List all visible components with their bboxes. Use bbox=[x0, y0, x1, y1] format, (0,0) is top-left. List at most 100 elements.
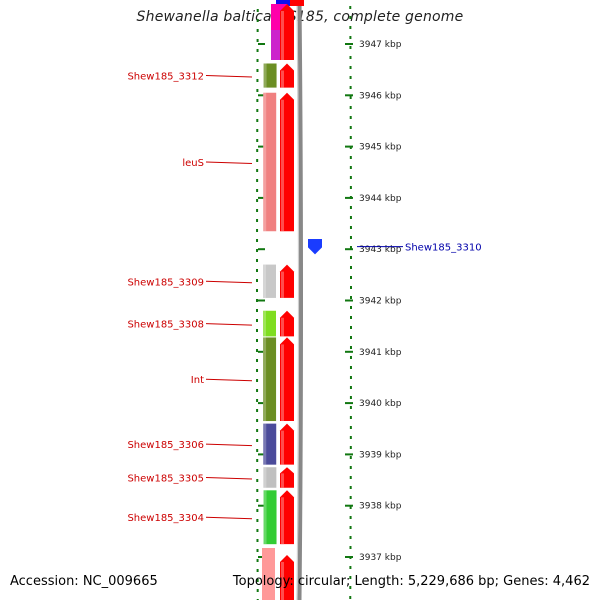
gene-arrow-highlight bbox=[281, 271, 284, 298]
minor-tick bbox=[256, 469, 259, 472]
major-tick-inner bbox=[258, 248, 265, 251]
gene-arrow-highlight bbox=[281, 562, 284, 600]
scale-tick-label: 3943 kbp bbox=[359, 245, 402, 255]
minor-tick bbox=[256, 339, 259, 342]
minor-tick bbox=[349, 156, 352, 159]
minor-tick bbox=[349, 76, 352, 79]
minor-tick bbox=[256, 419, 259, 422]
major-tick-inner bbox=[258, 145, 265, 148]
gene-box-highlight bbox=[263, 490, 267, 545]
minor-tick bbox=[256, 199, 259, 202]
minor-tick bbox=[256, 169, 259, 172]
minor-tick bbox=[349, 456, 352, 459]
minor-tick bbox=[256, 229, 259, 232]
minor-tick bbox=[256, 259, 259, 262]
minor-tick bbox=[256, 459, 259, 462]
minor-tick bbox=[349, 6, 352, 9]
major-tick-inner bbox=[258, 94, 265, 97]
minor-tick bbox=[256, 159, 259, 162]
genome-backbone bbox=[297, 0, 304, 600]
gene-arrow-highlight bbox=[281, 317, 284, 337]
minor-tick bbox=[256, 409, 259, 412]
gene-box-highlight bbox=[263, 467, 267, 488]
minor-tick bbox=[349, 426, 352, 429]
minor-tick bbox=[349, 416, 352, 419]
major-tick-inner bbox=[258, 453, 265, 456]
minor-tick bbox=[256, 489, 259, 492]
minor-tick bbox=[256, 79, 259, 82]
minor-tick bbox=[349, 186, 352, 189]
label-leader bbox=[205, 378, 253, 382]
minor-tick bbox=[256, 299, 259, 302]
gene-box bbox=[262, 548, 275, 600]
gene-arrow-highlight bbox=[281, 11, 284, 60]
major-tick bbox=[345, 556, 353, 558]
minor-tick bbox=[256, 109, 259, 112]
minor-tick bbox=[256, 349, 259, 352]
minor-tick bbox=[349, 536, 352, 539]
label-leader bbox=[205, 443, 253, 447]
gene-box-highlight bbox=[263, 63, 267, 88]
gene-box bbox=[263, 264, 277, 298]
minor-tick bbox=[256, 139, 259, 142]
minor-tick bbox=[256, 149, 259, 152]
minor-tick bbox=[349, 316, 352, 319]
minor-tick bbox=[256, 429, 259, 432]
minor-tick bbox=[349, 366, 352, 369]
minor-tick bbox=[256, 569, 259, 572]
minor-tick bbox=[349, 256, 352, 259]
major-tick bbox=[345, 402, 353, 405]
minor-tick bbox=[349, 46, 352, 49]
minor-tick bbox=[256, 269, 259, 272]
major-tick bbox=[345, 94, 353, 97]
scale-tick-label: 3944 kbp bbox=[359, 194, 402, 204]
minor-tick bbox=[256, 59, 259, 62]
minor-tick bbox=[349, 476, 352, 479]
minor-tick bbox=[256, 589, 259, 592]
gene-label: Shew185_3304 bbox=[127, 513, 204, 524]
minor-tick bbox=[256, 219, 259, 222]
minor-tick bbox=[256, 559, 259, 562]
gene-box bbox=[263, 310, 277, 337]
minor-tick bbox=[256, 99, 259, 102]
minor-tick bbox=[256, 119, 259, 122]
gene-box bbox=[263, 467, 277, 488]
top-edge-gene bbox=[276, 0, 290, 6]
major-tick bbox=[345, 248, 353, 251]
minor-tick bbox=[349, 376, 352, 379]
minor-tick bbox=[349, 306, 352, 309]
gene-labels: Shew185_3312 leuS Shew185_3310 Shew185_3309… bbox=[127, 72, 481, 525]
minor-tick bbox=[256, 509, 259, 512]
scale-tick-label: 3946 kbp bbox=[359, 91, 402, 101]
minor-tick bbox=[349, 346, 352, 349]
minor-tick bbox=[349, 356, 352, 359]
minor-tick bbox=[349, 266, 352, 269]
major-tick-inner bbox=[258, 299, 265, 302]
minor-tick bbox=[349, 56, 352, 59]
major-tick-inner bbox=[258, 402, 265, 405]
minor-tick bbox=[349, 566, 352, 569]
minor-tick bbox=[349, 296, 352, 299]
label-leader bbox=[205, 323, 253, 326]
scale-tick-label: 3937 kbp bbox=[359, 553, 402, 563]
gene-label: Shew185_3309 bbox=[127, 277, 204, 288]
minor-tick bbox=[256, 529, 259, 532]
minor-tick bbox=[349, 396, 352, 399]
label-leader bbox=[205, 75, 253, 78]
gene-label: Int bbox=[191, 375, 204, 386]
gene-box bbox=[263, 490, 277, 545]
gene-box-highlight bbox=[263, 92, 267, 232]
minor-tick bbox=[349, 136, 352, 139]
gene-arrow-highlight bbox=[281, 430, 284, 465]
gene-label: Shew185_3306 bbox=[127, 440, 204, 451]
label-leader bbox=[205, 476, 253, 480]
minor-tick bbox=[349, 106, 352, 109]
label-leader bbox=[205, 280, 253, 284]
minor-tick bbox=[349, 36, 352, 39]
gene-arrow-highlight bbox=[281, 70, 284, 88]
minor-tick bbox=[349, 406, 352, 409]
minor-tick bbox=[256, 309, 259, 312]
minor-tick bbox=[349, 126, 352, 129]
gene-box bbox=[263, 63, 277, 88]
major-tick bbox=[345, 145, 353, 148]
